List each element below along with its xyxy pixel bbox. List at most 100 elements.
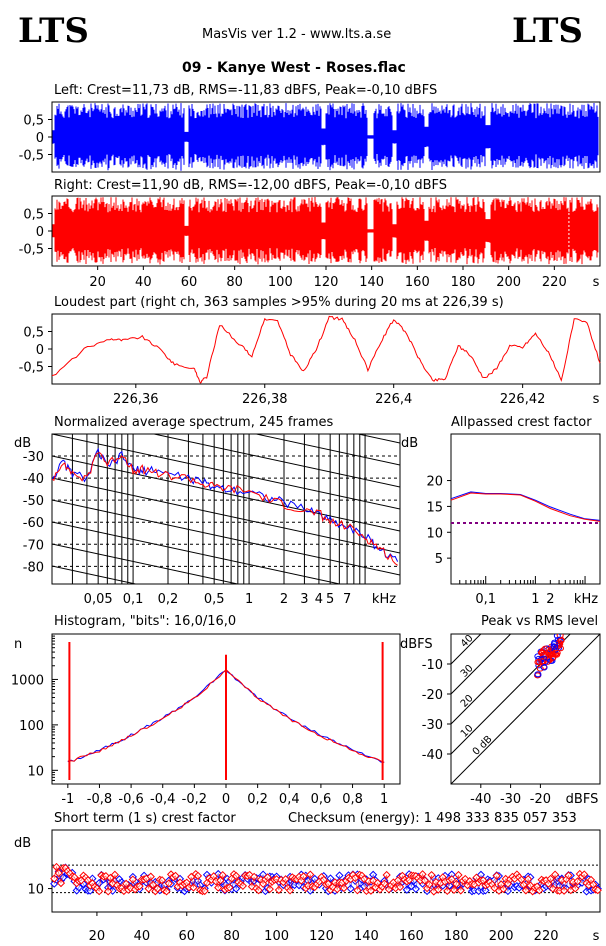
waveform-xtick-label-10: 220 [542, 275, 567, 290]
short-term-xtick-label-7: 160 [399, 929, 424, 944]
spectrum-xtick-label-6: 3 [300, 592, 308, 607]
histogram-xtick-label-8: 0,6 [311, 792, 332, 807]
spectrum-xunit: kHz [372, 592, 396, 607]
spectrum-xtick-label-0: 0,05 [84, 592, 113, 607]
crest-series-right [450, 492, 601, 522]
left-waveform-ytick-label-0: 0,5 [23, 114, 44, 129]
waveform-xtick-label-6: 140 [359, 275, 384, 290]
loudest-xtick-label-3: 226,42 [500, 392, 546, 407]
right-waveform-signal [52, 197, 599, 265]
loudest-xtick-label-1: 226,38 [242, 392, 288, 407]
peak-rms-xtick-label-0: -40 [470, 792, 491, 807]
crest-xunit: kHz [574, 592, 598, 607]
short-term-xtick-label-0: 20 [89, 929, 106, 944]
loudest-xunit: s [593, 392, 600, 407]
spectrum-xtick-label-4: 1 [245, 592, 253, 607]
short-term-xtick-label-3: 80 [223, 929, 240, 944]
peak-rms-ytick-label-0: -10 [422, 658, 443, 673]
short-term-xtick-label-1: 40 [134, 929, 151, 944]
short-term-xunit: s [593, 929, 600, 944]
waveform-xtick-label-1: 40 [135, 275, 152, 290]
right-waveform-ytick-label-2: -0,5 [19, 243, 44, 258]
peak-rms-diagonal-label-4: 0 dB [471, 734, 495, 758]
waveform-xtick-label-9: 200 [496, 275, 521, 290]
histogram-ytick-label-0: 1000 [11, 673, 44, 688]
right-waveform-ytick-label-0: 0,5 [23, 208, 44, 223]
peak-rms-xlabel: dBFS [566, 792, 599, 807]
peak-rms-xtick-label-2: -20 [530, 792, 551, 807]
histogram-xtick-label-7: 0,4 [279, 792, 300, 807]
spectrum-series-right [52, 452, 398, 566]
histogram-xtick-label-6: 0,2 [247, 792, 268, 807]
short-term-xtick-label-8: 180 [444, 929, 469, 944]
file-title: 09 - Kanye West - Roses.flac [182, 60, 406, 76]
histogram-xtick-label-1: -0,8 [87, 792, 112, 807]
histogram-xtick-label-10: 1 [380, 792, 388, 807]
spectrum-ylabel: dB [14, 436, 31, 451]
peak-rms-diagonal-label-1: 30 [459, 663, 476, 680]
histogram-xtick-label-0: -1 [61, 792, 74, 807]
peak-rms-title: Peak vs RMS level [481, 614, 599, 629]
left-waveform-ytick-label-2: -0,5 [19, 149, 44, 164]
spectrum-xtick-label-9: 7 [343, 592, 351, 607]
histogram-xtick-label-3: -0,4 [150, 792, 175, 807]
short-term-xtick-label-4: 100 [264, 929, 289, 944]
spectrum-xtick-label-5: 2 [280, 592, 288, 607]
peak-rms-xtick-label-1: -30 [500, 792, 521, 807]
loudest-part-title: Loudest part (right ch, 363 samples >95%… [54, 295, 504, 310]
short-term-xtick-label-5: 120 [309, 929, 334, 944]
short-term-frame [51, 829, 601, 913]
crest-xtick-label-0: 0,1 [475, 592, 496, 607]
short-term-xtick-label-2: 60 [178, 929, 195, 944]
right-waveform-title: Right: Crest=11,90 dB, RMS=-12,00 dBFS, … [54, 178, 447, 193]
crest-frame [450, 433, 601, 585]
waveform-xtick-label-3: 80 [226, 275, 243, 290]
spectrum-xtick-label-8: 5 [326, 592, 334, 607]
waveform-xtick-label-4: 100 [268, 275, 293, 290]
crest-ytick-label-0: 20 [426, 475, 443, 490]
logo-right: LTS [512, 11, 583, 51]
spectrum-xtick-label-7: 4 [315, 592, 323, 607]
spectrum-ytick-label-2: -50 [23, 494, 44, 509]
histogram-ytick-label-1: 100 [19, 719, 44, 734]
waveform-xtick-label-0: 20 [89, 275, 106, 290]
crest-ytick-label-3: 5 [435, 552, 443, 567]
loudest-ytick-label-2: -0,5 [19, 361, 44, 376]
histogram-ytick-label-2: 10 [27, 764, 44, 779]
histogram-title: Histogram, "bits": 16,0/16,0 [54, 614, 237, 629]
spectrum-ytick-label-5: -80 [23, 560, 44, 575]
crest-ylabel: dB [401, 436, 418, 451]
peak-rms-diagonals [451, 634, 600, 784]
peak-rms-ytick-label-1: -20 [422, 688, 443, 703]
peak-rms-ytick-label-3: -40 [422, 748, 443, 763]
logo-left: LTS [18, 11, 89, 51]
short-term-ytick-label-0: 10 [27, 883, 44, 898]
loudest-part-line [51, 315, 601, 384]
crest-series-left [450, 491, 601, 521]
histogram-ylabel: n [14, 637, 22, 652]
crest-xtick-label-2: 2 [546, 592, 554, 607]
peak-rms-diagonal-label-0: 40 [459, 633, 476, 650]
spectrum-ytick-label-4: -70 [23, 538, 44, 553]
crest-factor-title: Allpassed crest factor [451, 415, 592, 430]
left-waveform-signal [52, 103, 599, 171]
histogram-xtick-label-2: -0,6 [118, 792, 143, 807]
peak-rms-diagonal-label-2: 20 [459, 693, 476, 710]
checksum-label: Checksum (energy): 1 498 333 835 057 353 [288, 811, 577, 826]
spectrum-series-left [52, 447, 399, 562]
spectrum-ytick-label-1: -40 [23, 472, 44, 487]
spectrum-xtick-label-3: 0,5 [204, 592, 225, 607]
crest-xtick-label-1: 1 [531, 592, 539, 607]
spectrum-xtick-label-2: 0,2 [158, 592, 179, 607]
app-title: MasVis ver 1.2 - www.lts.a.se [202, 27, 392, 42]
short-term-xtick-label-9: 200 [489, 929, 514, 944]
crest-ytick-label-2: 10 [426, 526, 443, 541]
spectrum-ytick-label-3: -60 [23, 516, 44, 531]
spectrum-xtick-label-1: 0,1 [123, 592, 144, 607]
loudest-ytick-label-0: 0,5 [23, 326, 44, 341]
waveform-xunit: s [593, 275, 600, 290]
waveform-xtick-label-2: 60 [181, 275, 198, 290]
right-waveform-ytick-label-1: 0 [36, 225, 44, 240]
loudest-ytick-label-1: 0 [36, 343, 44, 358]
short-term-xtick-label-6: 140 [354, 929, 379, 944]
